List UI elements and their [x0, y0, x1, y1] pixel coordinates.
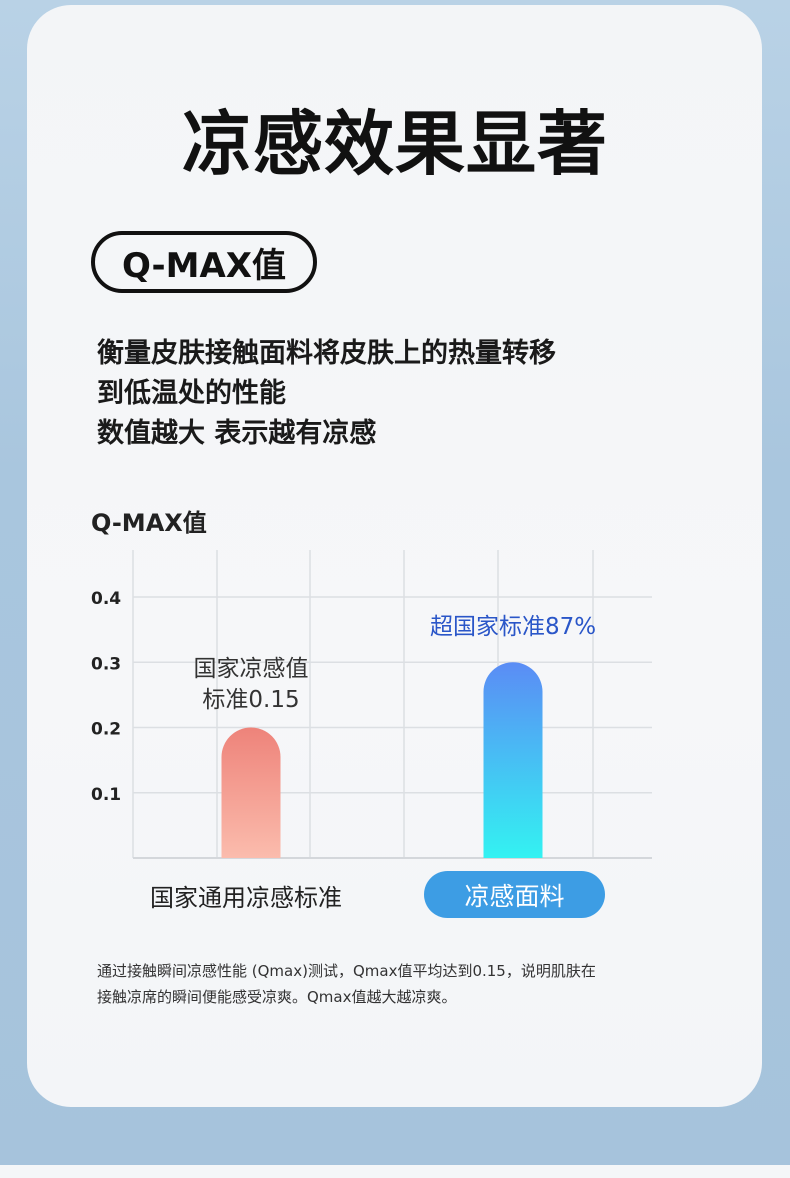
description-line: 到低温处的性能	[97, 378, 286, 409]
annotation-line: 国家凉感值	[193, 655, 309, 682]
bar-standard	[221, 727, 281, 858]
fabric-annotation: 超国家标准87%	[403, 612, 623, 643]
annotation-line: 标准0.15	[202, 686, 300, 713]
y-tick-label: 0.4	[91, 589, 121, 609]
bar-fabric	[483, 662, 543, 858]
page-title: 凉感效果显著	[182, 103, 608, 185]
y-tick-label: 0.1	[91, 785, 121, 805]
y-tick-label: 0.2	[91, 720, 121, 740]
annotation-line: 超国家标准87%	[429, 614, 597, 641]
bottom-strip	[0, 1165, 790, 1178]
category-label-standard: 国家通用凉感标准	[150, 884, 342, 912]
qmax-badge: Q-MAX值	[91, 231, 317, 293]
footnote-line: 通过接触瞬间凉感性能 (Qmax)测试，Qmax值平均达到0.15，说明肌肤在	[97, 962, 596, 980]
content-card	[27, 5, 762, 1107]
footnote: 通过接触瞬间凉感性能 (Qmax)测试，Qmax值平均达到0.15，说明肌肤在 …	[97, 958, 697, 1010]
y-tick-label: 0.3	[91, 654, 121, 674]
standard-annotation: 国家凉感值 标准0.15	[151, 654, 351, 716]
y-axis-label: Q-MAX值	[91, 509, 207, 537]
description-line: 衡量皮肤接触面料将皮肤上的热量转移	[97, 338, 556, 369]
description-line: 数值越大 表示越有凉感	[97, 418, 377, 449]
footnote-line: 接触凉席的瞬间便能感受凉爽。Qmax值越大越凉爽。	[97, 988, 457, 1006]
category-label-fabric: 凉感面料	[424, 871, 605, 918]
description: 衡量皮肤接触面料将皮肤上的热量转移 到低温处的性能 数值越大 表示越有凉感	[97, 334, 556, 454]
